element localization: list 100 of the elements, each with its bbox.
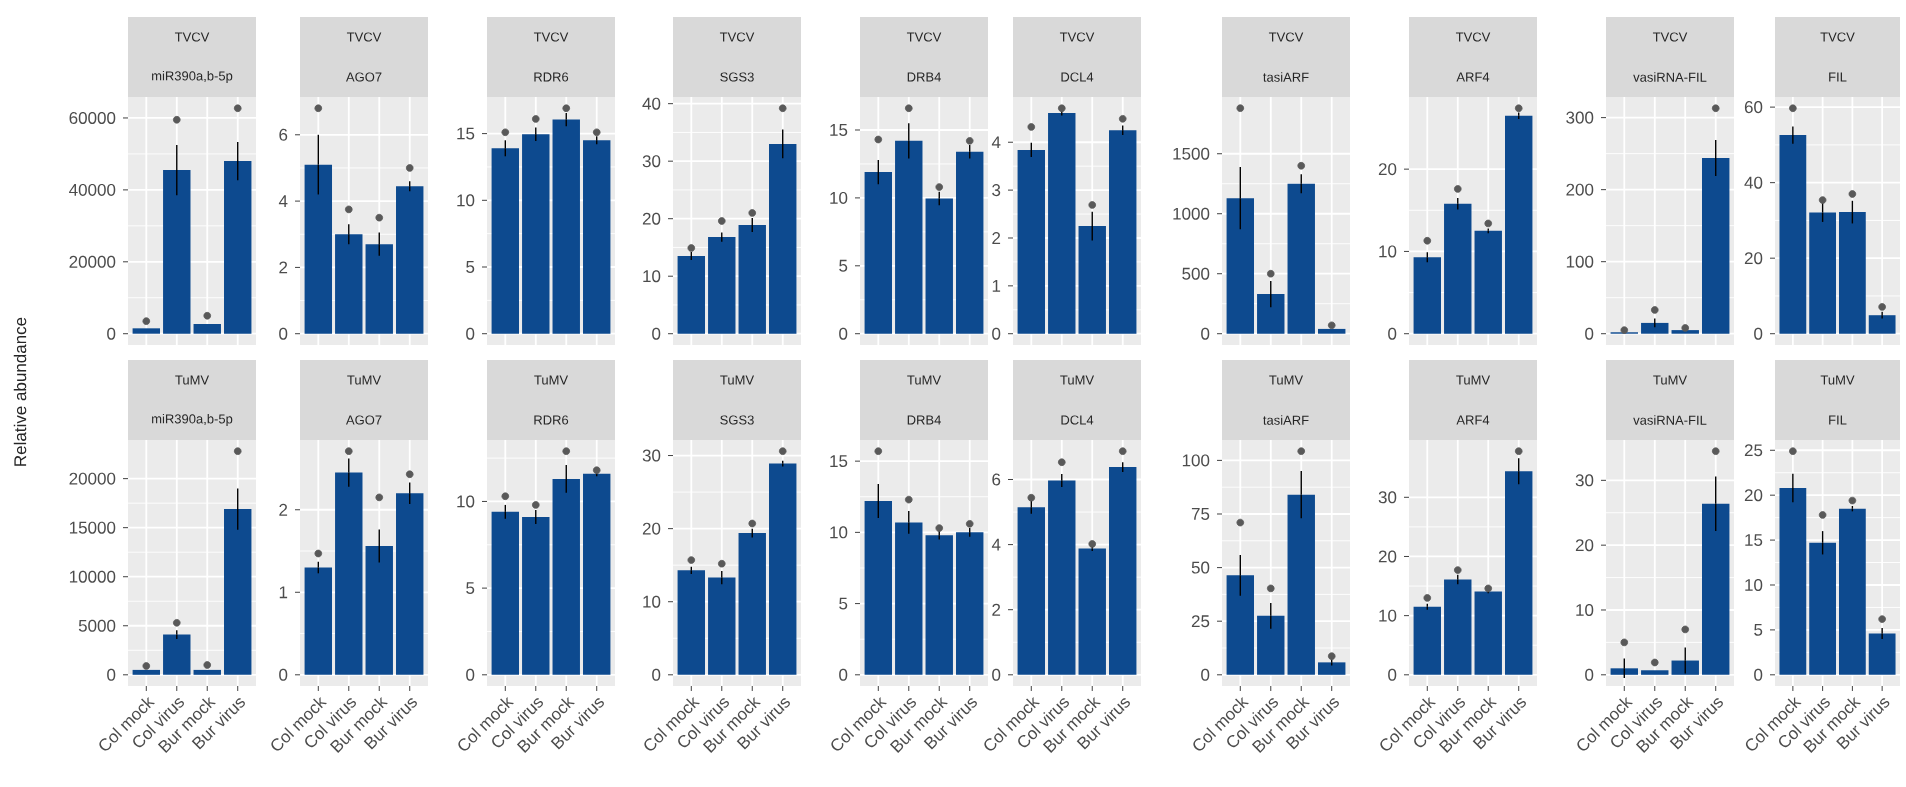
y-tick-label: 20 (642, 212, 661, 225)
y-tick-label: 20000 (69, 472, 116, 485)
bar (1048, 480, 1076, 675)
point (1818, 196, 1827, 204)
bar (522, 134, 550, 334)
bar (365, 244, 393, 334)
point (1650, 306, 1659, 314)
point (1266, 584, 1275, 593)
y-tick-label: 30 (1378, 491, 1397, 504)
bar (1017, 149, 1046, 334)
chart-title: TVCV (1268, 32, 1304, 42)
y-tick-label: 2 (279, 261, 288, 274)
point (344, 447, 353, 455)
y-tick-label: 0 (107, 327, 116, 340)
y-tick-label: 10 (830, 526, 848, 539)
point (1027, 493, 1036, 502)
chart-title: TuMV (175, 375, 210, 385)
point (1620, 638, 1629, 647)
point (203, 311, 212, 320)
bar (1226, 198, 1255, 334)
bar (132, 669, 161, 675)
point (233, 447, 242, 455)
bar (1610, 668, 1638, 675)
bar (708, 237, 736, 334)
bar (677, 256, 706, 334)
y-tick-label: 6 (992, 473, 1001, 486)
bar (738, 225, 766, 334)
bar (895, 522, 923, 675)
y-tick-label: 20 (642, 522, 661, 535)
point (314, 104, 323, 113)
point (344, 205, 353, 214)
point (1088, 201, 1097, 209)
point (1620, 326, 1629, 334)
bar (522, 517, 550, 675)
point (562, 447, 571, 455)
point (142, 317, 151, 325)
bar (163, 634, 191, 675)
point (874, 447, 883, 455)
y-tick-label: 30 (642, 449, 661, 462)
bar (1413, 606, 1442, 675)
point (1650, 658, 1659, 667)
point (375, 493, 384, 502)
point (748, 209, 757, 217)
bar (583, 140, 611, 334)
y-tick-label: 200 (1566, 183, 1594, 196)
point (1297, 447, 1306, 455)
y-tick-label: 15 (457, 127, 475, 140)
point (142, 662, 151, 670)
y-tick-label: 10 (1576, 603, 1594, 616)
bar (1702, 503, 1730, 675)
y-tick-label: 2 (279, 503, 288, 516)
y-tick-label: 20 (1575, 539, 1594, 552)
y-tick-label: 0 (1201, 668, 1210, 681)
bar (396, 493, 424, 675)
bar (1444, 579, 1472, 675)
point (562, 104, 571, 113)
bar (925, 535, 953, 675)
chart-title: TuMV (1060, 375, 1095, 385)
y-tick-label: 100 (1566, 255, 1594, 268)
y-tick-label: 0 (839, 327, 848, 340)
y-axis-title: Relative abundance (13, 317, 27, 466)
point (1711, 104, 1720, 113)
chart-subtitle: RDR6 (534, 72, 569, 82)
y-tick-label: 0 (107, 668, 116, 681)
point (1818, 511, 1827, 519)
bar (224, 509, 252, 675)
point (592, 128, 601, 137)
y-tick-label: 0 (652, 327, 661, 340)
y-tick-label: 40 (642, 97, 661, 110)
point (687, 556, 696, 564)
point (1789, 104, 1797, 113)
chart-subtitle: SGS3 (720, 72, 754, 82)
bar (708, 577, 736, 675)
point (1514, 447, 1523, 455)
bar (163, 170, 191, 334)
y-tick-label: 4 (278, 195, 288, 207)
y-tick-label: 5 (466, 261, 475, 273)
y-tick-label: 4 (991, 136, 1001, 149)
bar (1078, 226, 1106, 334)
y-tick-label: 0 (1754, 327, 1763, 340)
point (904, 495, 913, 504)
y-tick-label: 0 (1585, 327, 1594, 340)
y-tick-label: 40 (1744, 176, 1763, 189)
point (1453, 185, 1462, 193)
y-tick-label: 15 (1745, 534, 1763, 547)
y-tick-label: 5 (839, 259, 848, 272)
y-tick-label: 0 (992, 327, 1001, 340)
point (1484, 584, 1493, 593)
y-tick-label: 6 (279, 128, 288, 141)
point (778, 447, 787, 455)
y-tick-label: 10 (643, 595, 661, 608)
bar (1109, 467, 1137, 675)
point (1848, 190, 1857, 198)
y-tick-label: 100 (1182, 454, 1210, 467)
chart-subtitle: DCL4 (1061, 72, 1094, 82)
point (1236, 104, 1245, 112)
y-tick-label: 30 (642, 155, 661, 168)
y-tick-label: 4 (991, 538, 1001, 551)
chart-subtitle: tasiARF (1263, 415, 1309, 425)
bar (895, 140, 923, 334)
